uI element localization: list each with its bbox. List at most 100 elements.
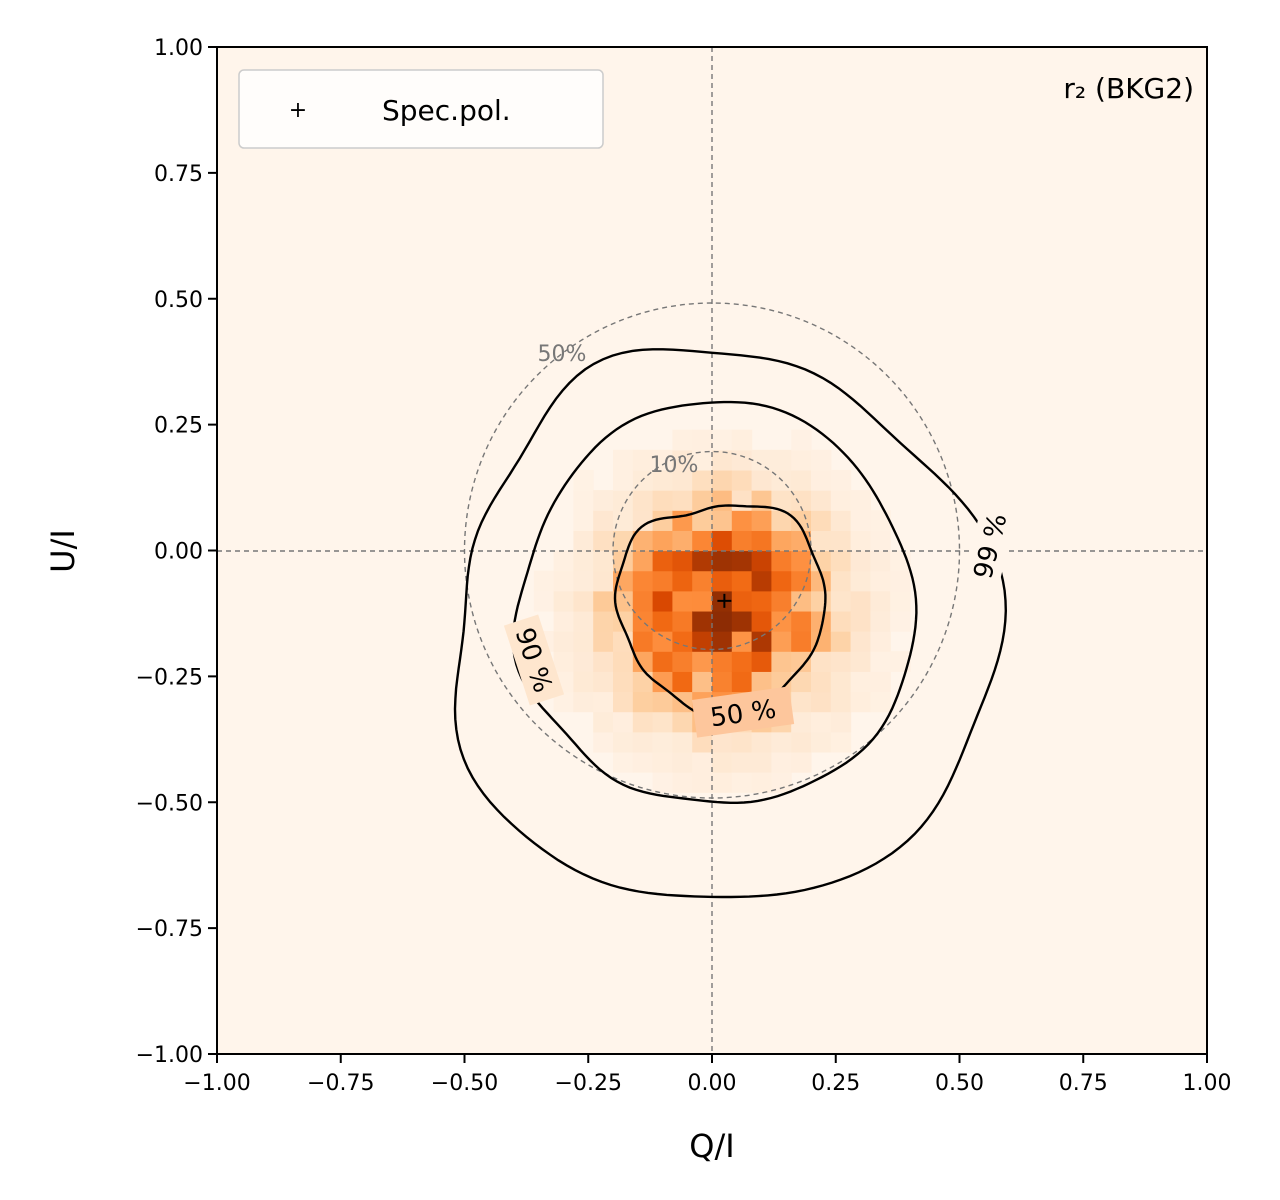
heatmap-cell	[553, 651, 574, 672]
heatmap-cell	[791, 631, 812, 652]
heatmap-cell	[751, 651, 772, 672]
heatmap-cell	[672, 610, 693, 632]
legend-marker-plus: +	[289, 98, 307, 123]
heatmap-cell	[632, 490, 654, 511]
heatmap-cell	[811, 490, 832, 511]
x-tick-label: −0.25	[555, 1071, 622, 1096]
heatmap-cell	[811, 449, 832, 471]
heatmap-cell	[731, 429, 753, 451]
heatmap-cell	[850, 570, 871, 592]
heatmap-cell	[593, 651, 614, 672]
heatmap-cell	[613, 651, 634, 672]
heatmap-cell	[830, 691, 852, 713]
heatmap-cell	[791, 570, 812, 592]
heatmap-cell	[573, 610, 594, 632]
heatmap-cell	[751, 449, 772, 471]
heatmap-cell	[771, 590, 792, 612]
heatmap-cell	[811, 530, 832, 552]
heatmap-cell	[870, 530, 891, 552]
y-tick-label: −0.25	[136, 665, 203, 690]
heatmap-cell	[712, 449, 733, 471]
heatmap-cell	[553, 691, 574, 713]
heatmap-cell	[712, 469, 733, 491]
contour-99pct	[453, 348, 1008, 899]
heatmap-cell	[692, 469, 713, 491]
heatmap-cell	[791, 490, 812, 511]
heatmap-cell	[830, 490, 852, 511]
heatmap-cell	[751, 772, 772, 793]
heatmap-cell	[573, 691, 594, 713]
heatmap-cell	[692, 570, 713, 592]
heatmap-cell	[712, 671, 733, 693]
heatmap-cell	[533, 590, 555, 612]
heatmap-cell	[751, 631, 772, 652]
heatmap-cell	[593, 731, 614, 753]
legend: + Spec.pol.	[238, 69, 604, 149]
x-tick-label: −0.75	[307, 1071, 374, 1096]
heatmap-cell	[731, 570, 753, 592]
heatmap-cell	[850, 510, 871, 531]
heatmap-cell	[593, 590, 614, 612]
heatmap-cell	[791, 731, 812, 753]
heatmap-cell	[573, 530, 594, 552]
heatmap-cell	[870, 510, 891, 531]
heatmap-cell	[751, 731, 772, 753]
heatmap-cell	[712, 530, 733, 552]
spec-pol-marker	[717, 593, 732, 608]
heatmap-cell	[771, 570, 792, 592]
y-tick-label: 0.50	[154, 288, 203, 313]
heatmap-cell	[731, 751, 753, 773]
heatmap-cell	[573, 631, 594, 652]
heatmap-cell	[652, 671, 673, 693]
heatmap-cell	[613, 731, 634, 753]
heatmap-cell	[791, 711, 812, 733]
heatmap-cell	[751, 570, 772, 592]
heatmap-cell	[593, 490, 614, 511]
heatmap-cell	[613, 490, 634, 511]
y-tick-label: −0.50	[136, 791, 203, 816]
heatmap-cell	[593, 610, 614, 632]
heatmap-cell	[811, 570, 832, 592]
heatmap-cell	[791, 469, 812, 491]
heatmap-cell	[791, 751, 812, 773]
heatmap-cell	[632, 510, 654, 531]
y-tick-label: 0.00	[154, 540, 203, 565]
heatmap-cell	[652, 570, 673, 592]
heatmap-cell	[553, 610, 574, 632]
heatmap-cell	[870, 570, 891, 592]
heatmap-cell	[652, 530, 673, 552]
heatmap-cell	[751, 510, 772, 531]
heatmap-cell	[712, 651, 733, 672]
heatmap-cell	[632, 751, 654, 773]
heatmap-cell	[791, 671, 812, 693]
heatmap-cell	[712, 610, 733, 632]
heatmap-cell	[613, 449, 634, 471]
heatmap-cell	[751, 751, 772, 773]
heatmap-cell	[692, 449, 713, 471]
heatmap-cell	[870, 610, 891, 632]
x-tick-label: 0.25	[811, 1071, 860, 1096]
heatmap-cell	[731, 590, 753, 612]
heatmap-cell	[553, 590, 574, 612]
heatmap-cell	[652, 590, 673, 612]
x-tick-label: 0.50	[935, 1071, 984, 1096]
heatmap-cell	[712, 570, 733, 592]
heatmap-cell	[830, 711, 852, 733]
heatmap-cell	[672, 429, 693, 451]
heatmap-cell	[870, 691, 891, 713]
heatmap-cell	[712, 731, 733, 753]
heatmap-cell	[870, 550, 891, 572]
heatmap-cell	[791, 590, 812, 612]
heatmap-cell	[850, 651, 871, 672]
heatmap-cell	[672, 671, 693, 693]
heatmap-cell	[553, 631, 574, 652]
heatmap-cell	[791, 691, 812, 713]
legend-label: Spec.pol.	[382, 94, 511, 127]
heatmap-cell	[632, 651, 654, 672]
heatmap-cell	[712, 550, 733, 572]
heatmap-cell	[672, 570, 693, 592]
circle-label-50pct: 50%	[538, 342, 587, 367]
heatmap-cell	[811, 469, 832, 491]
heatmap-cell	[692, 631, 713, 652]
heatmap-cell	[850, 671, 871, 693]
